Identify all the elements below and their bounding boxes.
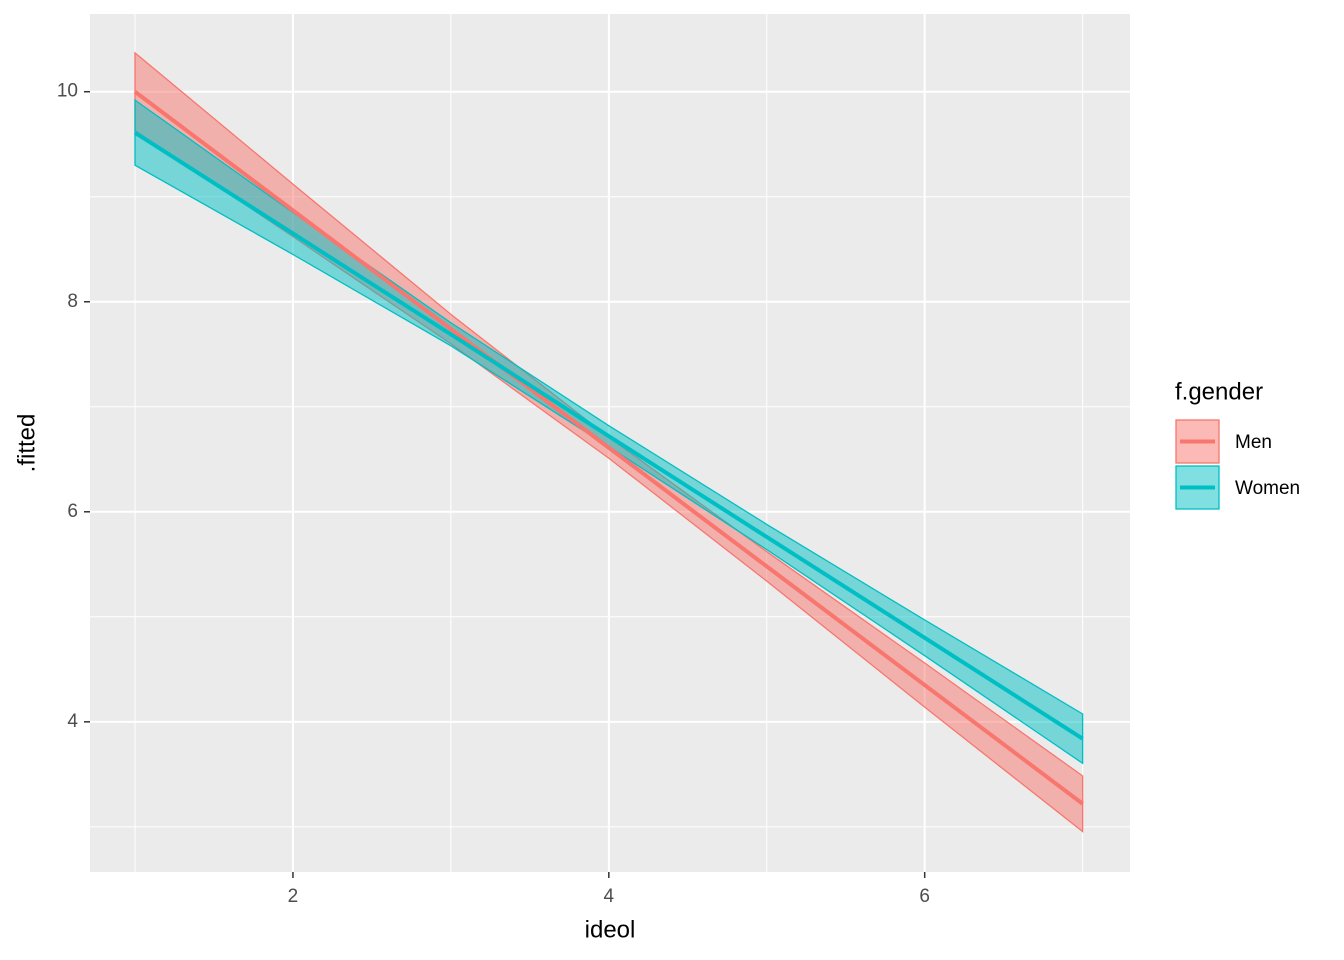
x-tick-label: 4: [604, 886, 615, 907]
y-tick-label: 4: [67, 711, 78, 732]
confidence-ribbon: [134, 98, 1084, 765]
y-tick-label: 10: [57, 81, 78, 102]
x-tick-label: 2: [288, 886, 299, 907]
legend: Men Women: [1175, 419, 1300, 510]
y-axis-title: .fitted: [13, 414, 40, 473]
y-tick-label: 8: [67, 291, 78, 312]
fit-line: [133, 90, 1084, 806]
fit-line: [133, 130, 1084, 741]
lines: [133, 90, 1084, 806]
legend-label: Women: [1235, 478, 1300, 499]
legend-title: f.gender: [1175, 378, 1263, 405]
ribbons: [134, 51, 1084, 833]
y-tick-label: 6: [67, 501, 78, 522]
axes: 2 4 6 4 6 8 10: [57, 81, 930, 907]
x-tick-label: 6: [919, 886, 930, 907]
x-axis-title: ideol: [585, 916, 636, 943]
legend-label: Men: [1235, 432, 1272, 453]
